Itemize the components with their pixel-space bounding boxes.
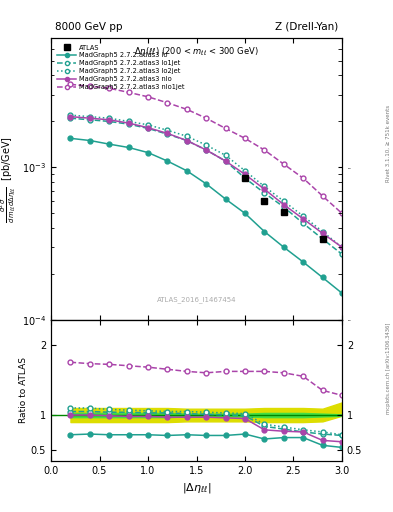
MadGraph5 2.7.2.atlas3 nlo <box>242 172 247 178</box>
MadGraph5 2.7.2.atlas3 lo2jet <box>301 213 305 219</box>
MadGraph5 2.7.2.atlas3 nlo <box>107 117 112 123</box>
MadGraph5 2.7.2.atlas3 lo <box>320 274 325 281</box>
MadGraph5 2.7.2.atlas3 lo2jet <box>320 228 325 234</box>
MadGraph5 2.7.2.atlas3 lo1jet <box>126 121 131 127</box>
MadGraph5 2.7.2.atlas3 nlo1jet <box>165 100 170 106</box>
MadGraph5 2.7.2.atlas3 lo <box>223 196 228 202</box>
MadGraph5 2.7.2.atlas3 lo2jet <box>262 183 267 189</box>
MadGraph5 2.7.2.atlas3 nlo <box>301 216 305 222</box>
MadGraph5 2.7.2.atlas3 lo1jet <box>107 118 112 124</box>
MadGraph5 2.7.2.atlas3 nlo <box>68 114 73 120</box>
Text: Rivet 3.1.10, ≥ 751k events: Rivet 3.1.10, ≥ 751k events <box>386 105 391 182</box>
MadGraph5 2.7.2.atlas3 lo1jet <box>204 147 209 153</box>
MadGraph5 2.7.2.atlas3 nlo <box>340 244 344 250</box>
MadGraph5 2.7.2.atlas3 nlo1jet <box>223 125 228 132</box>
ATLAS <box>242 175 247 181</box>
MadGraph5 2.7.2.atlas3 nlo1jet <box>281 161 286 167</box>
MadGraph5 2.7.2.atlas3 lo2jet <box>281 198 286 204</box>
MadGraph5 2.7.2.atlas3 lo <box>88 137 92 143</box>
MadGraph5 2.7.2.atlas3 nlo <box>88 115 92 121</box>
MadGraph5 2.7.2.atlas3 lo2jet <box>340 244 344 250</box>
MadGraph5 2.7.2.atlas3 nlo <box>126 120 131 126</box>
ATLAS <box>262 198 267 204</box>
MadGraph5 2.7.2.atlas3 lo2jet <box>184 133 189 139</box>
MadGraph5 2.7.2.atlas3 nlo1jet <box>126 89 131 95</box>
MadGraph5 2.7.2.atlas3 lo1jet <box>281 204 286 210</box>
Line: MadGraph5 2.7.2.atlas3 nlo: MadGraph5 2.7.2.atlas3 nlo <box>68 114 344 250</box>
Line: MadGraph5 2.7.2.atlas3 lo: MadGraph5 2.7.2.atlas3 lo <box>68 136 344 295</box>
MadGraph5 2.7.2.atlas3 lo1jet <box>88 117 92 123</box>
MadGraph5 2.7.2.atlas3 nlo1jet <box>242 135 247 141</box>
MadGraph5 2.7.2.atlas3 lo <box>242 210 247 217</box>
MadGraph5 2.7.2.atlas3 lo <box>146 150 151 156</box>
MadGraph5 2.7.2.atlas3 lo1jet <box>242 175 247 181</box>
MadGraph5 2.7.2.atlas3 nlo <box>165 131 170 137</box>
MadGraph5 2.7.2.atlas3 nlo1jet <box>204 115 209 121</box>
Text: ATLAS_2016_I1467454: ATLAS_2016_I1467454 <box>157 296 236 303</box>
MadGraph5 2.7.2.atlas3 nlo1jet <box>107 85 112 91</box>
Text: Z (Drell-Yan): Z (Drell-Yan) <box>275 22 338 32</box>
ATLAS <box>320 236 325 242</box>
MadGraph5 2.7.2.atlas3 lo1jet <box>68 115 73 121</box>
MadGraph5 2.7.2.atlas3 lo <box>340 290 344 296</box>
MadGraph5 2.7.2.atlas3 lo2jet <box>204 142 209 148</box>
MadGraph5 2.7.2.atlas3 nlo <box>204 147 209 153</box>
MadGraph5 2.7.2.atlas3 nlo <box>262 186 267 192</box>
MadGraph5 2.7.2.atlas3 lo1jet <box>146 125 151 132</box>
MadGraph5 2.7.2.atlas3 lo <box>68 135 73 141</box>
MadGraph5 2.7.2.atlas3 lo2jet <box>126 118 131 124</box>
Y-axis label: $\frac{d^2\sigma}{d\,m_{\ell\ell}\,d\Delta\eta_{\ell\ell}}$  [pb/GeV]: $\frac{d^2\sigma}{d\,m_{\ell\ell}\,d\Del… <box>0 136 18 223</box>
MadGraph5 2.7.2.atlas3 nlo <box>281 202 286 208</box>
Line: MadGraph5 2.7.2.atlas3 nlo1jet: MadGraph5 2.7.2.atlas3 nlo1jet <box>68 82 344 216</box>
MadGraph5 2.7.2.atlas3 lo2jet <box>223 152 228 158</box>
MadGraph5 2.7.2.atlas3 lo <box>281 244 286 250</box>
MadGraph5 2.7.2.atlas3 lo1jet <box>340 251 344 257</box>
MadGraph5 2.7.2.atlas3 nlo <box>146 124 151 131</box>
Y-axis label: Ratio to ATLAS: Ratio to ATLAS <box>19 357 28 423</box>
MadGraph5 2.7.2.atlas3 nlo <box>320 230 325 237</box>
Legend: ATLAS, MadGraph5 2.7.2.atlas3 lo, MadGraph5 2.7.2.atlas3 lo1jet, MadGraph5 2.7.2: ATLAS, MadGraph5 2.7.2.atlas3 lo, MadGra… <box>57 45 185 90</box>
MadGraph5 2.7.2.atlas3 nlo1jet <box>88 83 92 89</box>
MadGraph5 2.7.2.atlas3 lo1jet <box>320 236 325 242</box>
MadGraph5 2.7.2.atlas3 nlo1jet <box>262 147 267 153</box>
MadGraph5 2.7.2.atlas3 lo2jet <box>146 122 151 128</box>
MadGraph5 2.7.2.atlas3 lo2jet <box>88 114 92 120</box>
MadGraph5 2.7.2.atlas3 nlo1jet <box>340 210 344 217</box>
MadGraph5 2.7.2.atlas3 lo2jet <box>68 112 73 118</box>
Line: MadGraph5 2.7.2.atlas3 lo2jet: MadGraph5 2.7.2.atlas3 lo2jet <box>68 113 344 250</box>
MadGraph5 2.7.2.atlas3 lo <box>107 141 112 147</box>
Text: 8000 GeV pp: 8000 GeV pp <box>55 22 123 32</box>
Line: ATLAS: ATLAS <box>241 175 326 242</box>
MadGraph5 2.7.2.atlas3 lo <box>204 181 209 187</box>
Line: MadGraph5 2.7.2.atlas3 lo1jet: MadGraph5 2.7.2.atlas3 lo1jet <box>68 116 344 257</box>
MadGraph5 2.7.2.atlas3 lo <box>262 228 267 234</box>
ATLAS <box>281 209 286 215</box>
MadGraph5 2.7.2.atlas3 nlo1jet <box>301 175 305 181</box>
MadGraph5 2.7.2.atlas3 lo <box>126 144 131 151</box>
MadGraph5 2.7.2.atlas3 lo2jet <box>165 127 170 133</box>
X-axis label: $|\Delta\eta_{\ell\ell}|$: $|\Delta\eta_{\ell\ell}|$ <box>182 481 211 495</box>
MadGraph5 2.7.2.atlas3 lo <box>184 168 189 174</box>
MadGraph5 2.7.2.atlas3 nlo1jet <box>184 106 189 113</box>
MadGraph5 2.7.2.atlas3 nlo <box>223 158 228 164</box>
Text: $\Delta\eta(\ell\ell)$ (200 < $m_{\ell\ell}$ < 300 GeV): $\Delta\eta(\ell\ell)$ (200 < $m_{\ell\e… <box>134 46 259 58</box>
MadGraph5 2.7.2.atlas3 nlo1jet <box>320 193 325 199</box>
Text: mcplots.cern.ch [arXiv:1306.3436]: mcplots.cern.ch [arXiv:1306.3436] <box>386 323 391 414</box>
MadGraph5 2.7.2.atlas3 lo1jet <box>165 131 170 137</box>
MadGraph5 2.7.2.atlas3 lo1jet <box>262 190 267 196</box>
MadGraph5 2.7.2.atlas3 lo2jet <box>242 168 247 174</box>
MadGraph5 2.7.2.atlas3 lo <box>165 158 170 164</box>
MadGraph5 2.7.2.atlas3 lo2jet <box>107 115 112 121</box>
MadGraph5 2.7.2.atlas3 nlo <box>184 137 189 143</box>
MadGraph5 2.7.2.atlas3 lo1jet <box>301 220 305 226</box>
MadGraph5 2.7.2.atlas3 lo1jet <box>184 137 189 143</box>
MadGraph5 2.7.2.atlas3 nlo1jet <box>68 81 73 88</box>
MadGraph5 2.7.2.atlas3 lo1jet <box>223 158 228 164</box>
MadGraph5 2.7.2.atlas3 lo <box>301 259 305 265</box>
MadGraph5 2.7.2.atlas3 nlo1jet <box>146 94 151 100</box>
